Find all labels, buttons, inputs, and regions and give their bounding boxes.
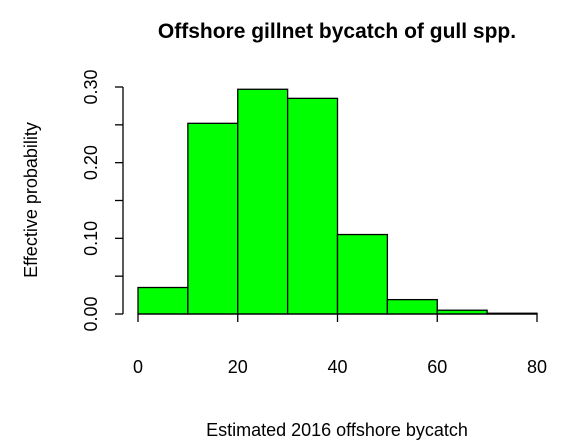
bar — [336, 233, 389, 315]
bar — [137, 286, 189, 315]
bar — [237, 88, 289, 315]
y-tick-label: 0.10 — [81, 221, 101, 256]
y-axis-label: Effective probability — [21, 122, 41, 278]
bar — [386, 298, 438, 315]
y-tick-label: 0.00 — [81, 296, 101, 331]
y-tick-label: 0.30 — [81, 69, 101, 104]
bar — [286, 97, 339, 315]
bar — [187, 122, 239, 315]
x-tick-label: 20 — [228, 357, 248, 377]
x-tick-label: 80 — [527, 357, 547, 377]
x-axis-label: Estimated 2016 offshore bycatch — [206, 420, 468, 440]
chart-title: Offshore gillnet bycatch of gull spp. — [158, 20, 516, 43]
x-tick-label: 0 — [133, 357, 143, 377]
x-tick-label: 60 — [427, 357, 447, 377]
x-tick-label: 40 — [327, 357, 347, 377]
y-tick-label: 0.20 — [81, 145, 101, 180]
